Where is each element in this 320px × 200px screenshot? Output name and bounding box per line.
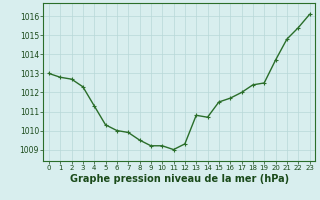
X-axis label: Graphe pression niveau de la mer (hPa): Graphe pression niveau de la mer (hPa) — [70, 174, 289, 184]
